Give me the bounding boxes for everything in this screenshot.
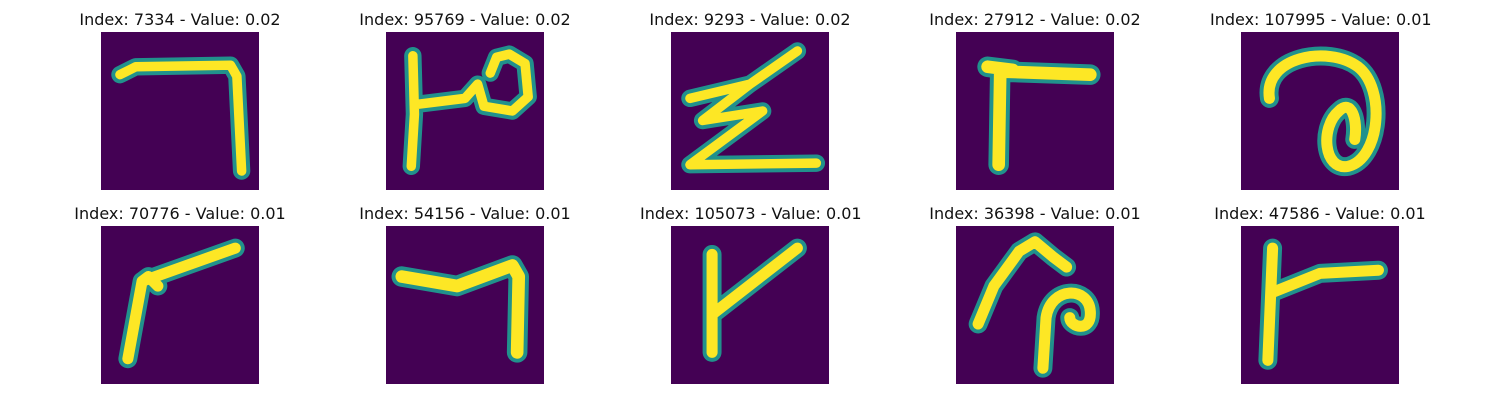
panel-title: Index: 27912 - Value: 0.02 [929, 10, 1141, 29]
loop-on-stem-glyph [402, 45, 537, 175]
hook-loop-glyph [968, 232, 1100, 378]
digit-image [101, 226, 259, 384]
digit-image [1241, 226, 1399, 384]
panel-title: Index: 70776 - Value: 0.01 [74, 204, 286, 223]
digit-image [386, 32, 544, 190]
panel-title: Index: 105073 - Value: 0.01 [640, 204, 862, 223]
t-branch-glyph [1258, 238, 1388, 370]
spiral-loop-glyph [1259, 46, 1386, 176]
panel-title: Index: 36398 - Value: 0.01 [929, 204, 1141, 223]
gamma-shape-glyph [977, 56, 1101, 175]
digit-image [671, 226, 829, 384]
seven-shape-glyph [391, 255, 529, 363]
zigzag-z-glyph [681, 42, 826, 174]
y-branch-glyph [702, 238, 807, 362]
panel-title: Index: 47586 - Value: 0.01 [1214, 204, 1426, 223]
panel-title: Index: 95769 - Value: 0.02 [359, 10, 571, 29]
digit-image [671, 32, 829, 190]
panel-title: Index: 54156 - Value: 0.01 [359, 204, 571, 223]
digit-image [956, 32, 1114, 190]
digit-image [956, 226, 1114, 384]
seven-shape-glyph [111, 56, 251, 180]
digit-image [101, 32, 259, 190]
panel-title: Index: 7334 - Value: 0.02 [79, 10, 281, 29]
digit-image [1241, 32, 1399, 190]
angled-stroke-glyph [118, 238, 245, 369]
panel-title: Index: 9293 - Value: 0.02 [649, 10, 851, 29]
panel-title: Index: 107995 - Value: 0.01 [1210, 10, 1432, 29]
digit-image [386, 226, 544, 384]
